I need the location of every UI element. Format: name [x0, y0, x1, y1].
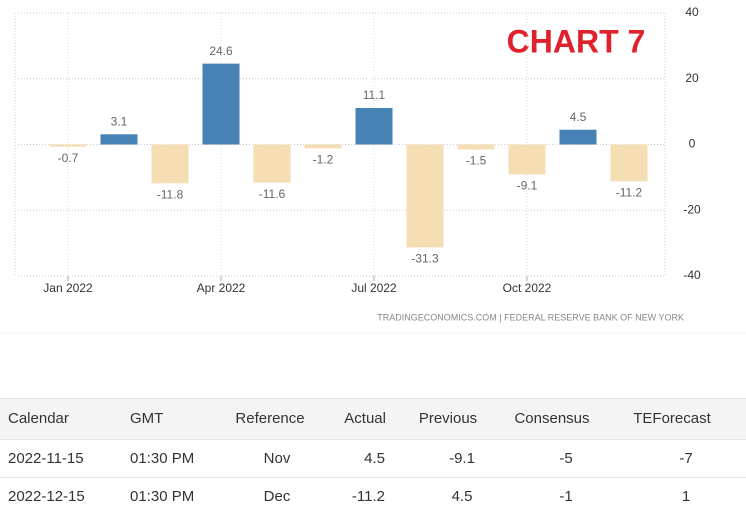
table-cell: 2022-12-15: [8, 488, 85, 505]
value-label: -11.6: [259, 187, 286, 201]
bar: [508, 144, 546, 175]
table-cell: -9.1: [449, 450, 475, 467]
table-cell: 1: [681, 488, 691, 505]
value-label: -1.2: [313, 153, 334, 167]
table-cell: 4.5: [451, 488, 473, 505]
x-tick-label: Oct 2022: [503, 281, 552, 295]
header-cell: Previous: [418, 410, 478, 427]
x-tick-label: Jul 2022: [351, 281, 397, 295]
header-cell: TEForecast: [633, 410, 711, 427]
value-label: -1.5: [466, 154, 487, 168]
y-tick-label: -20: [683, 202, 701, 216]
source: TRADINGECONOMICS.COM | FEDERAL RESERVE B…: [377, 312, 684, 322]
table-cell: -1: [559, 488, 573, 505]
bar: [100, 134, 138, 145]
table-cell: 4.5: [364, 450, 385, 467]
value-label: -9.1: [517, 179, 538, 193]
bar: [406, 144, 444, 248]
table-cell: -7: [679, 450, 693, 467]
table-cell: -11.2: [351, 488, 385, 505]
table-cell: -5: [559, 450, 573, 467]
header-cell: GMT: [130, 410, 164, 427]
value-label: 11.1: [363, 88, 386, 102]
x-tick-label: Apr 2022: [197, 281, 246, 295]
bar: [151, 144, 189, 184]
table-row: 2022-12-15 01:30 PM Dec -11.2 4.5 -1 1: [0, 477, 746, 515]
chart-annotation: CHART 7: [507, 23, 646, 59]
table-header: Calendar GMT Reference Actual Previous Consen…: [0, 398, 746, 439]
y-tick-label: 40: [685, 5, 699, 19]
table: Calendar GMT Reference Actual Previous Consen…: [0, 398, 746, 515]
table-cell: 01:30 PM: [130, 488, 195, 505]
bar: [355, 108, 393, 145]
bar: [304, 144, 342, 149]
chart: CHART 7 TRADINGECONOMICS.COM | FEDERAL R…: [0, 5, 746, 334]
bar: [610, 144, 648, 182]
header-cell: Calendar: [8, 410, 69, 427]
y-tick-label: 0: [689, 137, 696, 151]
header-cell: Consensus: [514, 410, 590, 427]
y-tick-label: 20: [685, 71, 699, 85]
table-cell: Dec: [263, 488, 291, 505]
table-row: 2022-11-15 01:30 PM Nov 4.5 -9.1 -5 -7: [0, 439, 746, 477]
value-label: -0.7: [58, 151, 79, 165]
header-cell: Actual: [344, 410, 386, 427]
table-cell: Nov: [263, 450, 291, 467]
header-cell: Reference: [235, 410, 305, 427]
bar: [457, 144, 495, 150]
table-cell: 01:30 PM: [130, 450, 195, 467]
bar: [559, 129, 597, 145]
value-label: 24.6: [209, 44, 233, 58]
table-cell: 2022-11-15: [8, 450, 84, 467]
value-label: 4.5: [570, 110, 587, 124]
bar: [253, 144, 291, 183]
value-label: -11.2: [616, 185, 643, 199]
y-tick-label: -40: [683, 268, 701, 282]
value-label: 3.1: [111, 114, 128, 128]
value-label: -11.8: [157, 187, 184, 201]
bar: [202, 63, 240, 145]
bar: [49, 144, 87, 147]
x-tick-label: Jan 2022: [43, 281, 93, 295]
value-label: -31.3: [411, 252, 439, 266]
